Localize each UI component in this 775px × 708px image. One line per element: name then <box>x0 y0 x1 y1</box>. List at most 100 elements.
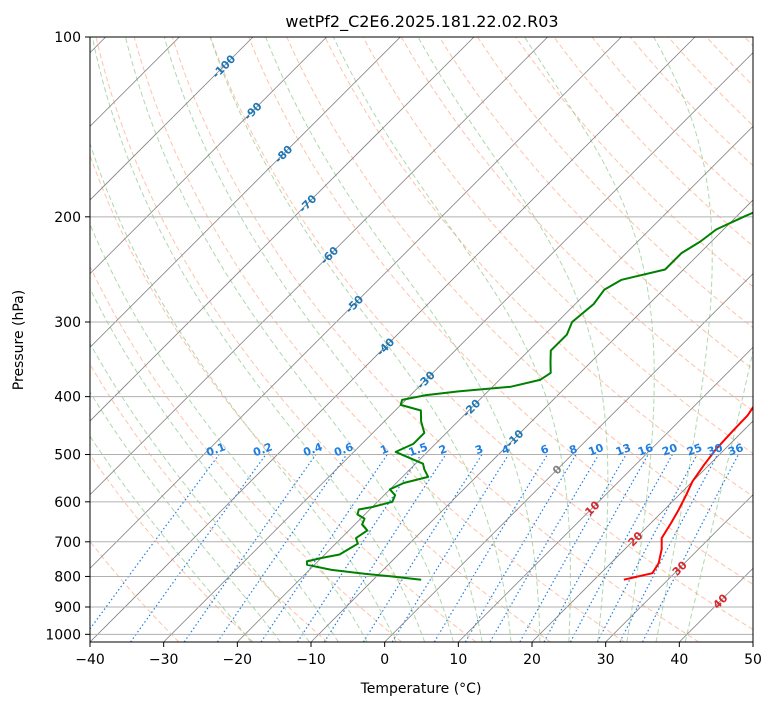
mixing-ratio-label: 0.2 <box>251 440 274 459</box>
y-tick-label: 1000 <box>45 627 81 643</box>
isotherm-line <box>90 37 622 569</box>
y-tick-label: 500 <box>54 448 81 464</box>
isotherm-line <box>90 37 254 201</box>
mixing-ratio-label: 8 <box>567 442 579 457</box>
mixing-ratio-label: 20 <box>660 441 679 459</box>
dry-adiabat-line <box>95 37 551 642</box>
moist-adiabat-line <box>209 37 512 642</box>
mixing-ratio-label: 25 <box>685 441 704 458</box>
mixing-ratio-label: 3 <box>473 442 485 457</box>
x-tick-label: −30 <box>149 652 179 668</box>
y-tick-label: 300 <box>54 315 81 331</box>
dry-adiabat-line <box>171 37 700 642</box>
moist-adiabat-line <box>653 37 713 642</box>
moist-adiabat-line <box>90 287 339 642</box>
isotherm-line <box>163 52 753 642</box>
isotherm-line <box>237 125 753 642</box>
dry-adiabat-line <box>90 363 328 642</box>
mixing-ratio-label: 10 <box>587 441 606 459</box>
x-tick-label: 0 <box>380 652 389 668</box>
mixing-ratio-line <box>596 454 698 642</box>
x-tick-label: 40 <box>670 652 688 668</box>
isotherm-line <box>90 37 327 275</box>
x-axis: −40 −30 −20 −10 0 10 20 30 40 50 <box>75 642 762 668</box>
mixing-ratio-label: 0.6 <box>332 440 355 459</box>
isotherm-line <box>458 346 753 642</box>
dry-adiabat-line <box>248 37 753 586</box>
isotherm-line <box>752 641 753 642</box>
dry-adiabat-line <box>90 453 254 642</box>
dry-adiabats <box>90 37 753 642</box>
moist-adiabats <box>90 37 753 642</box>
isotherm-line <box>90 37 475 422</box>
mixing-ratio-line <box>464 454 577 642</box>
dry-adiabat-line <box>591 37 753 207</box>
x-axis-title: Temperature (°C) <box>360 681 482 697</box>
x-tick-label: −20 <box>223 652 253 668</box>
mixing-ratio-label: 0.1 <box>205 440 228 459</box>
mixing-ratio-line <box>569 454 673 642</box>
isotherm-line <box>310 199 753 642</box>
mixing-ratio-line <box>130 454 267 642</box>
y-tick-label: 700 <box>54 535 81 551</box>
mixing-ratio-lines <box>90 454 739 642</box>
mixing-ratio-label: 1 <box>379 442 391 457</box>
dry-adiabat-line <box>629 37 753 167</box>
y-tick-label: 800 <box>54 569 81 585</box>
y-tick-label: 200 <box>54 210 81 226</box>
dewpoint-profile-line <box>305 211 753 581</box>
mixing-ratio-line <box>323 454 447 642</box>
x-tick-label: 50 <box>744 652 762 668</box>
moist-adiabat-line <box>332 37 571 642</box>
y-tick-label: 100 <box>54 30 81 46</box>
moist-adiabat-line <box>684 348 753 642</box>
dry-adiabat-line <box>90 154 477 642</box>
moist-adiabat-line <box>91 37 426 642</box>
x-tick-label: −10 <box>296 652 326 668</box>
isotherm-line <box>605 494 753 642</box>
x-tick-label: 20 <box>523 652 541 668</box>
dry-adiabat-line <box>133 37 625 642</box>
mixing-ratio-label: 30 <box>706 441 725 459</box>
mixing-ratio-label: 6 <box>539 442 551 457</box>
mixing-ratio-label: 36 <box>726 441 745 459</box>
y-tick-label: 900 <box>54 600 81 616</box>
mixing-ratio-label: 0.4 <box>301 440 324 459</box>
mixing-ratio-label: 1.5 <box>407 440 430 459</box>
x-tick-label: −40 <box>75 652 105 668</box>
dry-adiabat-line <box>477 37 753 329</box>
mixing-ratio-label: 4 <box>500 442 512 457</box>
mixing-ratio-line <box>216 454 348 642</box>
x-tick-label: 30 <box>597 652 615 668</box>
temperature-profile-line <box>623 405 753 581</box>
mixing-ratio-line <box>90 454 220 630</box>
mixing-ratio-line <box>433 454 549 642</box>
isotherm-line <box>90 37 696 642</box>
mixing-ratio-line <box>489 454 600 642</box>
mixing-ratio-label: 16 <box>636 441 655 459</box>
y-axis: 100 200 300 400 500 600 700 800 900 1000 <box>45 30 90 643</box>
mixing-ratio-line <box>183 454 317 642</box>
isotherm-line <box>90 37 401 348</box>
mixing-ratio-label: 2 <box>437 442 449 457</box>
y-tick-label: 400 <box>54 390 81 406</box>
isotherm-line <box>90 37 548 496</box>
moist-adiabat-line <box>90 142 397 642</box>
moist-adiabat-line <box>90 223 368 642</box>
dry-adiabat-line <box>90 265 403 642</box>
plot-frame <box>89 36 754 643</box>
chart-title: wetPf2_C2E6.2025.181.22.02.R03 <box>285 12 558 32</box>
moist-adiabat-line <box>125 37 454 642</box>
dry-adiabat-line <box>515 37 753 288</box>
dry-adiabat-line <box>324 37 753 498</box>
y-axis-title: Pressure (hPa) <box>11 290 27 390</box>
moist-adiabat-line <box>417 37 609 642</box>
isotherm-line <box>384 273 753 642</box>
moist-adiabat-line <box>90 435 252 642</box>
moist-adiabat-line <box>265 37 541 642</box>
mixing-ratio-line <box>260 454 388 642</box>
x-tick-label: 10 <box>449 652 467 668</box>
mixing-ratio-labels: 0.1 0.2 0.4 0.6 1 1.5 2 3 4 6 8 10 13 16 20 25 30 36 <box>205 440 746 459</box>
